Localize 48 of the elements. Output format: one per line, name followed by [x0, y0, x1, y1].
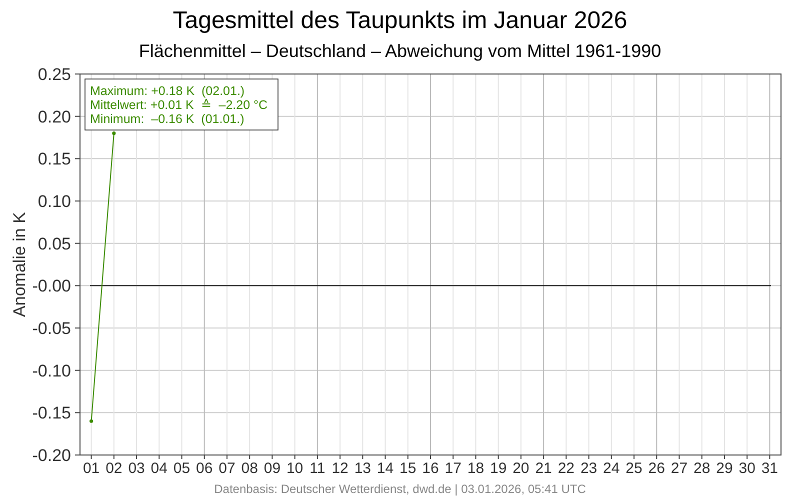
y-axis-title: Anomalie in K — [10, 211, 29, 317]
x-tick-label: 07 — [218, 460, 236, 477]
x-tick-label: 24 — [603, 460, 620, 477]
x-tick-label: 15 — [400, 460, 416, 477]
x-tick-label: 14 — [376, 460, 394, 477]
x-tick-label: 05 — [173, 460, 190, 477]
x-tick-label: 04 — [150, 460, 168, 477]
x-tick-label: 12 — [332, 460, 348, 477]
x-tick-label: 25 — [626, 460, 642, 477]
x-tick-label: 22 — [558, 460, 575, 477]
x-tick-label: 18 — [467, 460, 484, 477]
x-tick-label: 27 — [670, 460, 688, 477]
x-tick-label: 11 — [310, 460, 326, 477]
x-tick-label: 10 — [286, 460, 304, 477]
x-tick-label: 01 — [82, 460, 100, 477]
x-tick-label: 19 — [490, 460, 507, 477]
x-tick-label: 09 — [264, 460, 281, 477]
x-tick-label: 02 — [106, 460, 122, 477]
annotation: Maximum: +0.18 K (02.01.) — [90, 84, 245, 98]
x-tick-label: 26 — [648, 460, 665, 477]
x-tick-label: 30 — [738, 460, 756, 477]
y-tick-label: -0.05 — [32, 318, 71, 338]
y-tick-label: -0.10 — [32, 361, 71, 380]
y-tick-label: 0.05 — [38, 234, 71, 254]
x-tick-label: 06 — [196, 460, 213, 477]
y-tick-label: -0.20 — [32, 446, 71, 465]
x-tick-label: 28 — [694, 460, 710, 477]
x-tick-label: 20 — [512, 460, 530, 477]
annotation: Mittelwert: +0.01 K ≙ –2.20 °C — [90, 98, 268, 112]
y-tick-label: 0.20 — [38, 107, 71, 126]
x-tick-label: 17 — [444, 460, 462, 477]
y-tick-label: -0.15 — [32, 404, 71, 423]
x-tick-label: 21 — [535, 460, 552, 477]
y-tick-label: 0.10 — [38, 192, 71, 211]
x-tick-label: 31 — [761, 460, 778, 477]
y-tick-label: -0.00 — [32, 276, 71, 296]
x-tick-label: 29 — [716, 460, 733, 477]
annotation: Minimum: –0.16 K (01.01.) — [90, 112, 244, 126]
x-tick-label: 13 — [354, 460, 372, 477]
x-tick-label: 08 — [241, 460, 258, 477]
y-tick-label: 0.15 — [38, 150, 71, 169]
chart-title: Tagesmittel des Taupunkts im Januar 2026 — [172, 7, 628, 34]
chart-subtitle: Flächenmittel – Deutschland – Abweichung vom Mittel 1961-1990 — [138, 41, 662, 61]
y-tick-label: 0.25 — [38, 64, 71, 84]
x-tick-label: 03 — [128, 460, 145, 477]
x-tick-label: 16 — [422, 460, 439, 477]
text: Datenbasis: Deutscher Wetterdienst, dwd.de | 03.01.2026, 05:41 UTC — [214, 482, 586, 496]
x-tick-label: 23 — [580, 460, 598, 477]
